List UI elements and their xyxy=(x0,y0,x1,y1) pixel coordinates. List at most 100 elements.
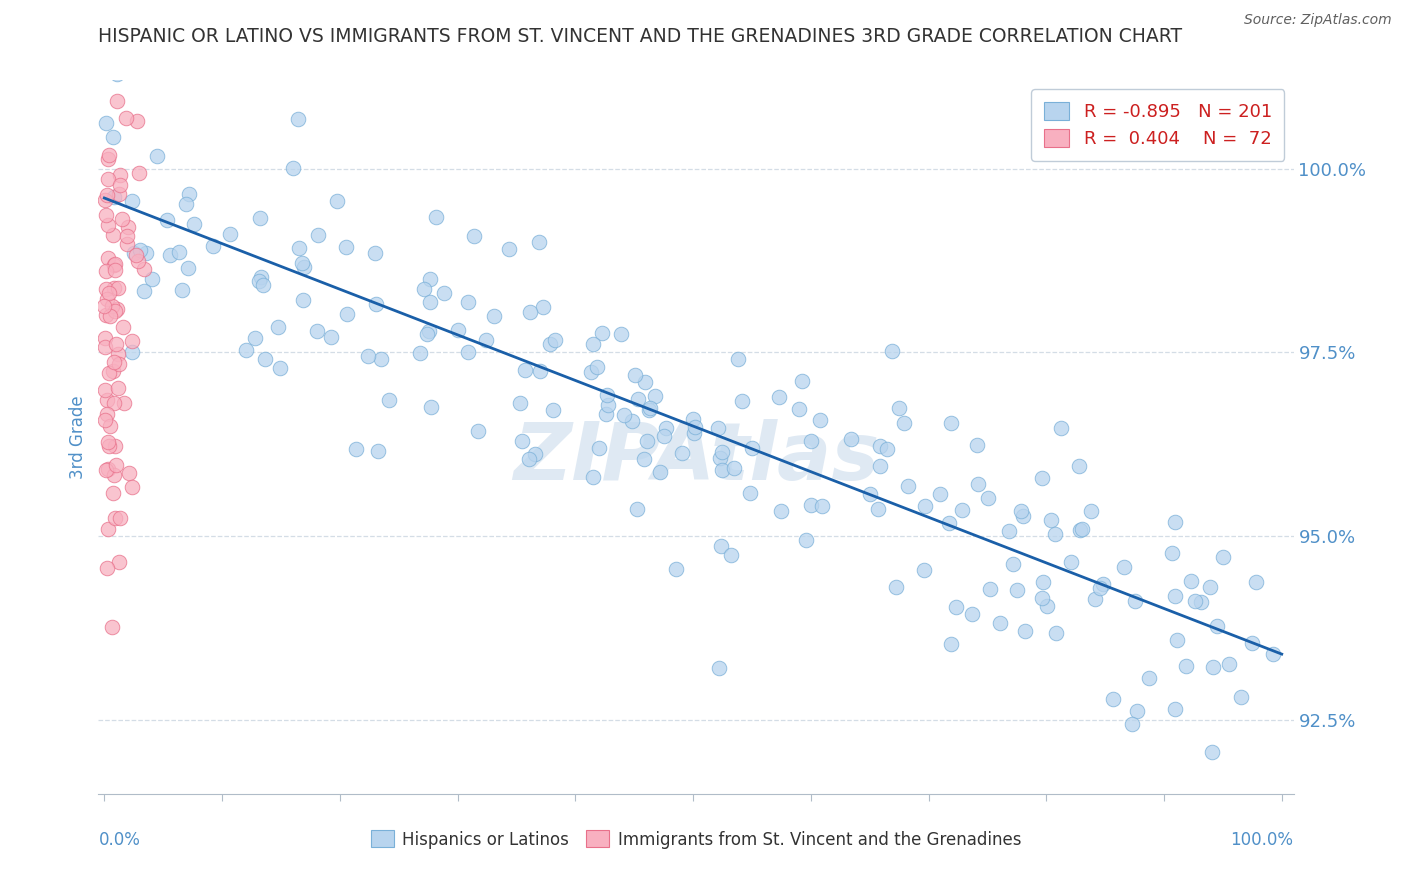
Point xyxy=(305,324,328,338)
Point xyxy=(104,439,127,453)
Point xyxy=(1125,704,1147,718)
Point xyxy=(97,366,120,380)
Point xyxy=(107,380,129,394)
Point xyxy=(292,260,315,274)
Point xyxy=(1011,508,1033,523)
Point xyxy=(105,94,128,108)
Point xyxy=(245,331,267,345)
Point xyxy=(1160,546,1182,560)
Point xyxy=(335,240,357,254)
Point xyxy=(121,345,143,359)
Point xyxy=(125,114,148,128)
Point xyxy=(868,502,890,516)
Point xyxy=(104,263,127,277)
Point xyxy=(129,243,152,257)
Point xyxy=(609,326,631,341)
Point xyxy=(201,238,224,252)
Point xyxy=(463,228,485,243)
Point xyxy=(425,210,447,224)
Point xyxy=(723,461,745,475)
Point xyxy=(966,476,988,491)
Point xyxy=(94,208,117,222)
Point xyxy=(979,582,1001,596)
Text: Source: ZipAtlas.com: Source: ZipAtlas.com xyxy=(1244,13,1392,28)
Point xyxy=(419,294,441,309)
Point xyxy=(1060,555,1083,569)
Point xyxy=(291,255,314,269)
Point xyxy=(127,254,149,268)
Point xyxy=(96,308,118,322)
Point xyxy=(869,459,891,474)
Text: ZIPAtlas: ZIPAtlas xyxy=(513,419,879,498)
Point xyxy=(519,305,541,319)
Point xyxy=(770,504,793,518)
Point xyxy=(654,429,676,443)
Point xyxy=(319,329,342,343)
Point xyxy=(103,468,125,483)
Point xyxy=(529,364,551,378)
Point xyxy=(105,67,128,81)
Point xyxy=(307,228,329,243)
Point xyxy=(1212,549,1234,564)
Point xyxy=(364,246,387,260)
Point xyxy=(1201,745,1223,759)
Point xyxy=(107,347,129,361)
Point xyxy=(541,403,564,417)
Point xyxy=(1164,702,1187,716)
Text: HISPANIC OR LATINO VS IMMIGRANTS FROM ST. VINCENT AND THE GRENADINES 3RD GRADE C: HISPANIC OR LATINO VS IMMIGRANTS FROM ST… xyxy=(98,27,1182,45)
Point xyxy=(96,560,118,574)
Point xyxy=(1261,648,1284,662)
Point xyxy=(596,388,619,402)
Point xyxy=(644,389,666,403)
Point xyxy=(110,168,132,182)
Point xyxy=(998,524,1021,538)
Point xyxy=(105,301,128,316)
Point xyxy=(634,376,657,390)
Point xyxy=(105,458,128,473)
Point xyxy=(741,441,763,455)
Point xyxy=(1092,576,1115,591)
Point xyxy=(103,395,125,409)
Point xyxy=(585,359,607,374)
Point xyxy=(839,432,862,446)
Point xyxy=(707,421,730,435)
Point xyxy=(531,300,554,314)
Point xyxy=(97,285,120,300)
Point xyxy=(613,408,636,422)
Point xyxy=(121,480,143,494)
Point xyxy=(897,479,920,493)
Point xyxy=(96,282,118,296)
Point xyxy=(1218,657,1240,672)
Point xyxy=(108,510,131,524)
Point xyxy=(513,362,536,376)
Point xyxy=(1001,558,1024,572)
Point xyxy=(287,112,309,126)
Point xyxy=(709,661,731,675)
Point xyxy=(794,533,817,547)
Point xyxy=(97,219,120,233)
Text: 100.0%: 100.0% xyxy=(1230,830,1294,848)
Point xyxy=(498,242,520,256)
Point xyxy=(808,413,831,427)
Point xyxy=(510,434,533,448)
Point xyxy=(1199,580,1222,594)
Point xyxy=(135,246,157,260)
Point xyxy=(876,442,898,456)
Point xyxy=(344,442,367,456)
Point xyxy=(105,337,128,351)
Point xyxy=(1184,594,1206,608)
Point xyxy=(367,444,389,458)
Point xyxy=(111,211,134,226)
Point xyxy=(252,277,274,292)
Point xyxy=(1080,504,1102,518)
Point xyxy=(419,401,441,415)
Point xyxy=(93,299,115,313)
Point xyxy=(1137,671,1160,685)
Point xyxy=(941,416,963,430)
Point xyxy=(683,425,706,440)
Point xyxy=(174,197,197,211)
Point xyxy=(96,292,118,306)
Point xyxy=(108,555,131,569)
Y-axis label: 3rd Grade: 3rd Grade xyxy=(69,395,87,479)
Point xyxy=(159,248,181,262)
